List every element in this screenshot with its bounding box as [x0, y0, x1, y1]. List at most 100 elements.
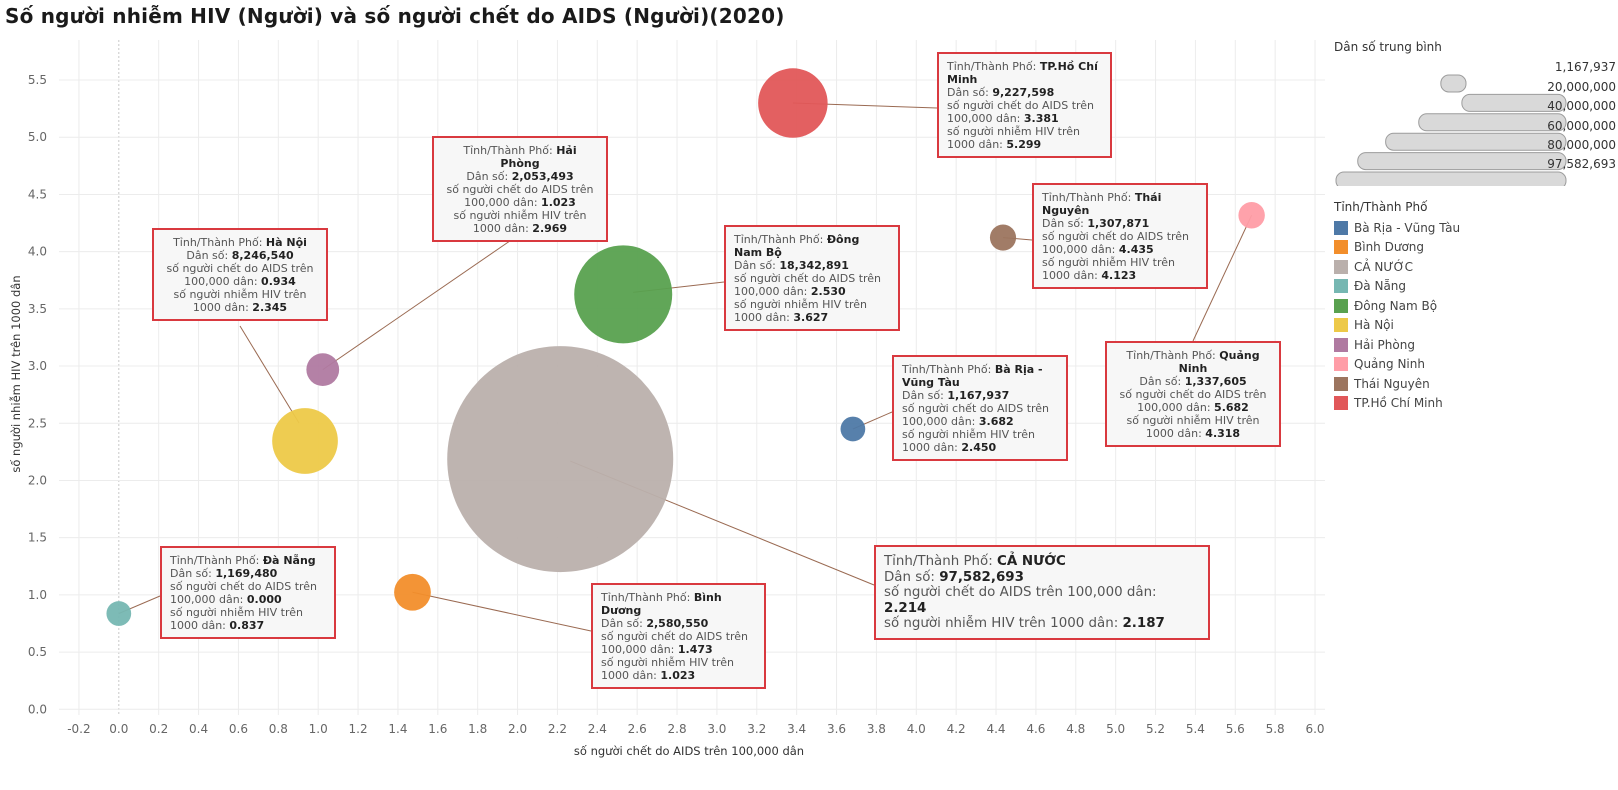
callout-value: TP.Hồ Chí Minh [947, 60, 1098, 86]
callout-label: số người chết do AIDS trên 100,000 dân: [902, 402, 1050, 428]
size-legend-shapes [1335, 74, 1567, 186]
callout-label: số người chết do AIDS trên 100,000 dân: [1042, 230, 1190, 256]
size-legend-shape [1385, 132, 1567, 151]
callout-label: số người chết do AIDS trên 100,000 dân: [446, 183, 594, 209]
x-tick-label: 2.2 [548, 722, 567, 736]
callout-value: 0.837 [229, 619, 265, 632]
callout-label: số người nhiễm HIV trên 1000 dân: [902, 428, 1036, 454]
callout-value: 18,342,891 [779, 259, 849, 272]
x-tick-label: 5.8 [1266, 722, 1285, 736]
legend-item[interactable]: TP.Hồ Chí Minh [1334, 394, 1618, 414]
y-tick-label: 5.5 [28, 73, 47, 87]
color-legend-title: Tỉnh/Thành Phố [1334, 200, 1428, 214]
callout-label: số người chết do AIDS trên 100,000 dân: [170, 580, 318, 606]
legend-item[interactable]: CẢ NƯỚC [1334, 257, 1618, 277]
callout-label: Dân số: [1042, 217, 1088, 230]
callout-label: Tỉnh/Thành Phố: [463, 144, 557, 157]
legend-item[interactable]: Thái Nguyên [1334, 374, 1618, 394]
legend-item[interactable]: Quảng Ninh [1334, 355, 1618, 375]
size-legend-label: 20,000,000 [1547, 80, 1616, 94]
callout-value: Hải Phòng [500, 144, 577, 170]
legend-swatch [1334, 240, 1348, 255]
callout-label: Dân số: [466, 170, 512, 183]
callout-value: 5.682 [1214, 401, 1249, 414]
leader-line [412, 591, 592, 632]
bubble-ha-noi [272, 408, 338, 474]
callout-value: 4.435 [1118, 243, 1154, 256]
callout-value: Hà Nội [265, 236, 307, 249]
x-tick-label: 4.2 [947, 722, 966, 736]
callout-label: số người chết do AIDS trên 100,000 dân: [884, 585, 1157, 600]
callout-value: Đà Nẵng [262, 554, 316, 567]
x-tick-label: 4.6 [1026, 722, 1045, 736]
callout-hai-phong: Tỉnh/Thành Phố: Hải Phòng Dân số: 2,053,… [432, 136, 608, 242]
legend-item[interactable]: Bình Dương [1334, 238, 1618, 258]
callout-value: 3.627 [793, 311, 829, 324]
legend-item[interactable]: Bà Rịa - Vũng Tàu [1334, 218, 1618, 238]
x-tick-label: 6.0 [1305, 722, 1324, 736]
callout-label: số người nhiễm HIV trên 1000 dân: [947, 125, 1081, 151]
size-legend-shape [1418, 113, 1567, 132]
legend-item[interactable]: Đà Nẵng [1334, 277, 1618, 297]
callout-label: Dân số: [902, 389, 948, 402]
leader-line [239, 325, 300, 424]
callout-value: Thái Nguyên [1042, 191, 1162, 217]
legend-item[interactable]: Hải Phòng [1334, 335, 1618, 355]
leader-line [322, 233, 521, 371]
callout-label: Tỉnh/Thành Phố: [1126, 349, 1220, 362]
bubble-tp-ho-chi-minh [758, 68, 828, 138]
callout-label: Dân số: [884, 569, 940, 585]
callout-value: 2.187 [1122, 616, 1165, 631]
callout-value: CẢ NƯỚC [997, 554, 1066, 569]
legend-swatch [1334, 259, 1348, 274]
bubble-ba-ria-vung-tau [840, 416, 866, 442]
size-legend-shape [1335, 171, 1567, 186]
x-tick-label: 3.2 [747, 722, 766, 736]
x-tick-label: 4.0 [907, 722, 926, 736]
legend-swatch [1334, 220, 1348, 235]
x-axis-ticks: -0.2 0.0 0.2 0.4 0.6 0.8 1.0 1.2 1.4 1.6 1.8 2.0 2.2… [67, 722, 1324, 736]
legend-label: Hà Nội [1354, 318, 1394, 333]
bubbles [106, 68, 1265, 626]
bubble-binh-duong [394, 573, 431, 611]
legend-item[interactable]: Hà Nội [1334, 316, 1618, 336]
callout-label: Tỉnh/Thành Phố: [734, 233, 827, 246]
x-tick-label: 5.6 [1226, 722, 1245, 736]
legend-item[interactable]: Đông Nam Bộ [1334, 296, 1618, 316]
legend: Dân số trung bình 1,167,937 20,000,000 4… [1334, 40, 1618, 413]
y-tick-label: 4.5 [28, 187, 47, 201]
y-tick-label: 3.0 [28, 359, 47, 373]
callout-value: 5.299 [1006, 138, 1042, 151]
callout-label: số người nhiễm HIV trên 1000 dân: [601, 656, 735, 682]
callout-label: Tỉnh/Thành Phố: [902, 363, 995, 376]
callout-value: 2.214 [884, 600, 927, 616]
callout-value: 1,167,937 [947, 389, 1010, 402]
size-legend-title: Dân số trung bình [1334, 40, 1442, 54]
bubble-thai-nguyen [989, 224, 1017, 251]
callout-label: Tỉnh/Thành Phố: [601, 591, 694, 604]
legend-label: CẢ NƯỚC [1354, 259, 1414, 274]
color-legend: Bà Rịa - Vũng Tàu Bình Dương CẢ NƯỚC Đà Nẵn… [1334, 218, 1618, 413]
x-tick-label: 3.6 [827, 722, 846, 736]
bubble-da-nang [106, 601, 132, 626]
callout-value: Đông Nam Bộ [734, 233, 860, 259]
callout-label: số người nhiễm HIV trên 1000 dân: [173, 288, 307, 314]
x-tick-label: 5.0 [1106, 722, 1125, 736]
size-legend-label: 1,167,937 [1554, 60, 1616, 74]
x-tick-label: 1.6 [428, 722, 447, 736]
callout-value: 1,337,605 [1184, 375, 1247, 388]
callout-value: 2,580,550 [646, 617, 709, 630]
callout-value: 4.318 [1205, 427, 1241, 440]
size-legend-shape [1461, 93, 1567, 112]
x-tick-label: 1.0 [309, 722, 328, 736]
callout-label: Dân số: [947, 86, 993, 99]
callout-label: số người chết do AIDS trên 100,000 dân: [947, 99, 1095, 125]
callout-value: 97,582,693 [939, 569, 1024, 585]
callout-da-nang: Tỉnh/Thành Phố: Đà Nẵng Dân số: 1,169,48… [160, 546, 336, 639]
legend-swatch [1334, 298, 1348, 313]
callout-label: Dân số: [170, 567, 216, 580]
bubble-dong-nam-bo [574, 245, 673, 344]
x-tick-label: 2.8 [668, 722, 687, 736]
x-tick-label: 4.8 [1066, 722, 1085, 736]
callout-value: 3.381 [1023, 112, 1059, 125]
